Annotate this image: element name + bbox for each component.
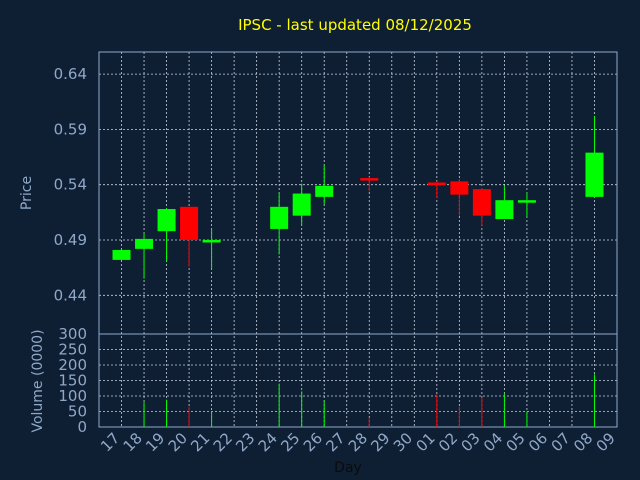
candle-body xyxy=(517,200,536,203)
candle-body xyxy=(270,206,289,229)
candles xyxy=(112,116,604,279)
price-tick-label: 0.54 xyxy=(54,176,87,194)
price-tick-label: 0.49 xyxy=(54,231,87,249)
price-axis-label: Price xyxy=(19,176,35,210)
volume-tick-label: 200 xyxy=(58,356,87,374)
candle-body xyxy=(202,240,221,243)
price-panel-frame xyxy=(98,51,618,335)
candle-body xyxy=(427,182,446,185)
x-axis-label: Day xyxy=(334,460,362,476)
candle-body xyxy=(495,200,514,219)
tick-labels: 0.640.590.540.490.4430025020015010050017… xyxy=(54,65,619,455)
volume-tick-label: 250 xyxy=(58,341,87,359)
candle-body xyxy=(292,193,311,216)
volume-panel-frame xyxy=(98,333,618,428)
plot-frame xyxy=(98,51,618,428)
x-tick-label: 09 xyxy=(593,429,619,455)
candle-body xyxy=(585,152,604,197)
candle-body xyxy=(157,209,176,232)
volume-tick-label: 100 xyxy=(58,387,87,405)
volume-tick-label: 300 xyxy=(58,325,87,343)
candle-body xyxy=(112,249,131,260)
candle-body xyxy=(450,181,469,195)
grid xyxy=(99,52,618,428)
price-tick-label: 0.59 xyxy=(54,120,87,138)
volume-tick-label: 150 xyxy=(58,372,87,390)
volume-tick-label: 0 xyxy=(77,418,87,436)
candle-body xyxy=(472,189,491,216)
chart-title: IPSC - last updated 08/12/2025 xyxy=(238,16,472,34)
volume-bars xyxy=(143,374,595,427)
price-tick-label: 0.64 xyxy=(54,65,87,83)
price-tick-label: 0.44 xyxy=(54,286,87,304)
volume-tick-label: 50 xyxy=(68,403,87,421)
volume-axis-label: Volume (0000) xyxy=(30,329,46,432)
candle-body xyxy=(180,206,199,240)
candle-body xyxy=(135,238,154,249)
candle-body xyxy=(315,185,334,197)
candle-body xyxy=(360,178,379,181)
